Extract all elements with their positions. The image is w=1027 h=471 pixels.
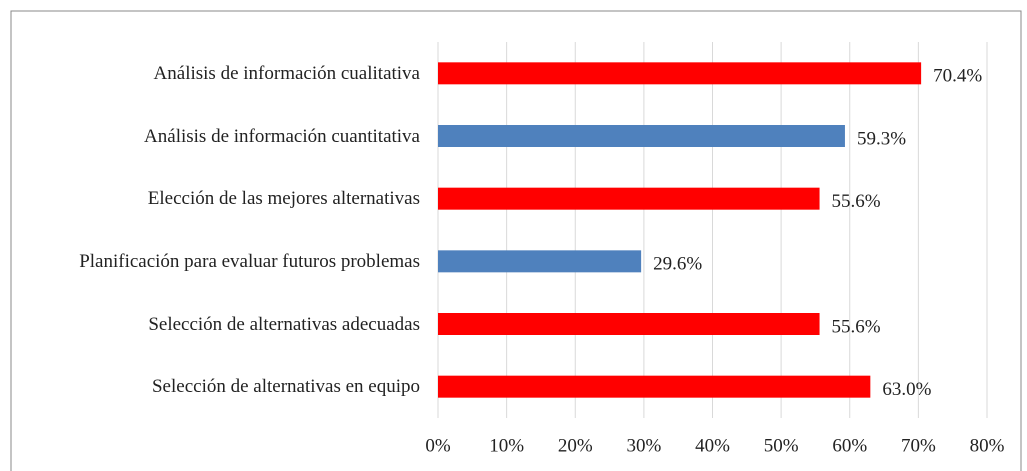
y-tick-label: Análisis de información cuantitativa (144, 125, 420, 147)
x-tick-label: 70% (901, 435, 936, 456)
x-tick-label: 10% (489, 435, 524, 456)
data-label: 29.6% (653, 254, 702, 275)
x-tick-label: 60% (832, 435, 867, 456)
x-tick-label: 0% (425, 435, 451, 456)
chart-frame (10, 10, 1022, 471)
x-tick-label: 40% (695, 435, 730, 456)
y-tick-label: Análisis de información cualitativa (153, 62, 420, 84)
y-tick-label-box: Análisis de información cualitativa (20, 43, 420, 103)
bar (438, 187, 820, 210)
y-tick-label: Elección de las mejores alternativas (147, 188, 420, 210)
y-tick-label: Planificación para evaluar futuros probl… (79, 250, 420, 272)
data-label: 63.0% (882, 379, 931, 400)
y-tick-label: Selección de alternativas en equipo (151, 376, 420, 398)
x-tick-label: 30% (626, 435, 661, 456)
data-label: 59.3% (857, 128, 906, 149)
data-label: 55.6% (832, 316, 881, 337)
y-tick-label-box: Elección de las mejores alternativas (20, 169, 420, 229)
x-tick-label: 50% (764, 435, 799, 456)
x-tick-label: 20% (558, 435, 593, 456)
bar (438, 62, 922, 85)
y-tick-label-box: Planificación para evaluar futuros probl… (20, 231, 420, 291)
bar (438, 125, 845, 147)
x-tick-label: 80% (970, 435, 1005, 456)
data-label: 55.6% (832, 191, 881, 212)
y-tick-label-box: Selección de alternativas en equipo (20, 357, 420, 417)
bar (438, 250, 642, 273)
bar (438, 375, 871, 398)
y-tick-label-box: Selección de alternativas adecuadas (20, 294, 420, 354)
y-tick-label-box: Análisis de información cuantitativa (20, 106, 420, 166)
y-tick-label: Selección de alternativas adecuadas (148, 313, 420, 335)
bar (438, 313, 820, 335)
data-label: 70.4% (933, 66, 982, 87)
